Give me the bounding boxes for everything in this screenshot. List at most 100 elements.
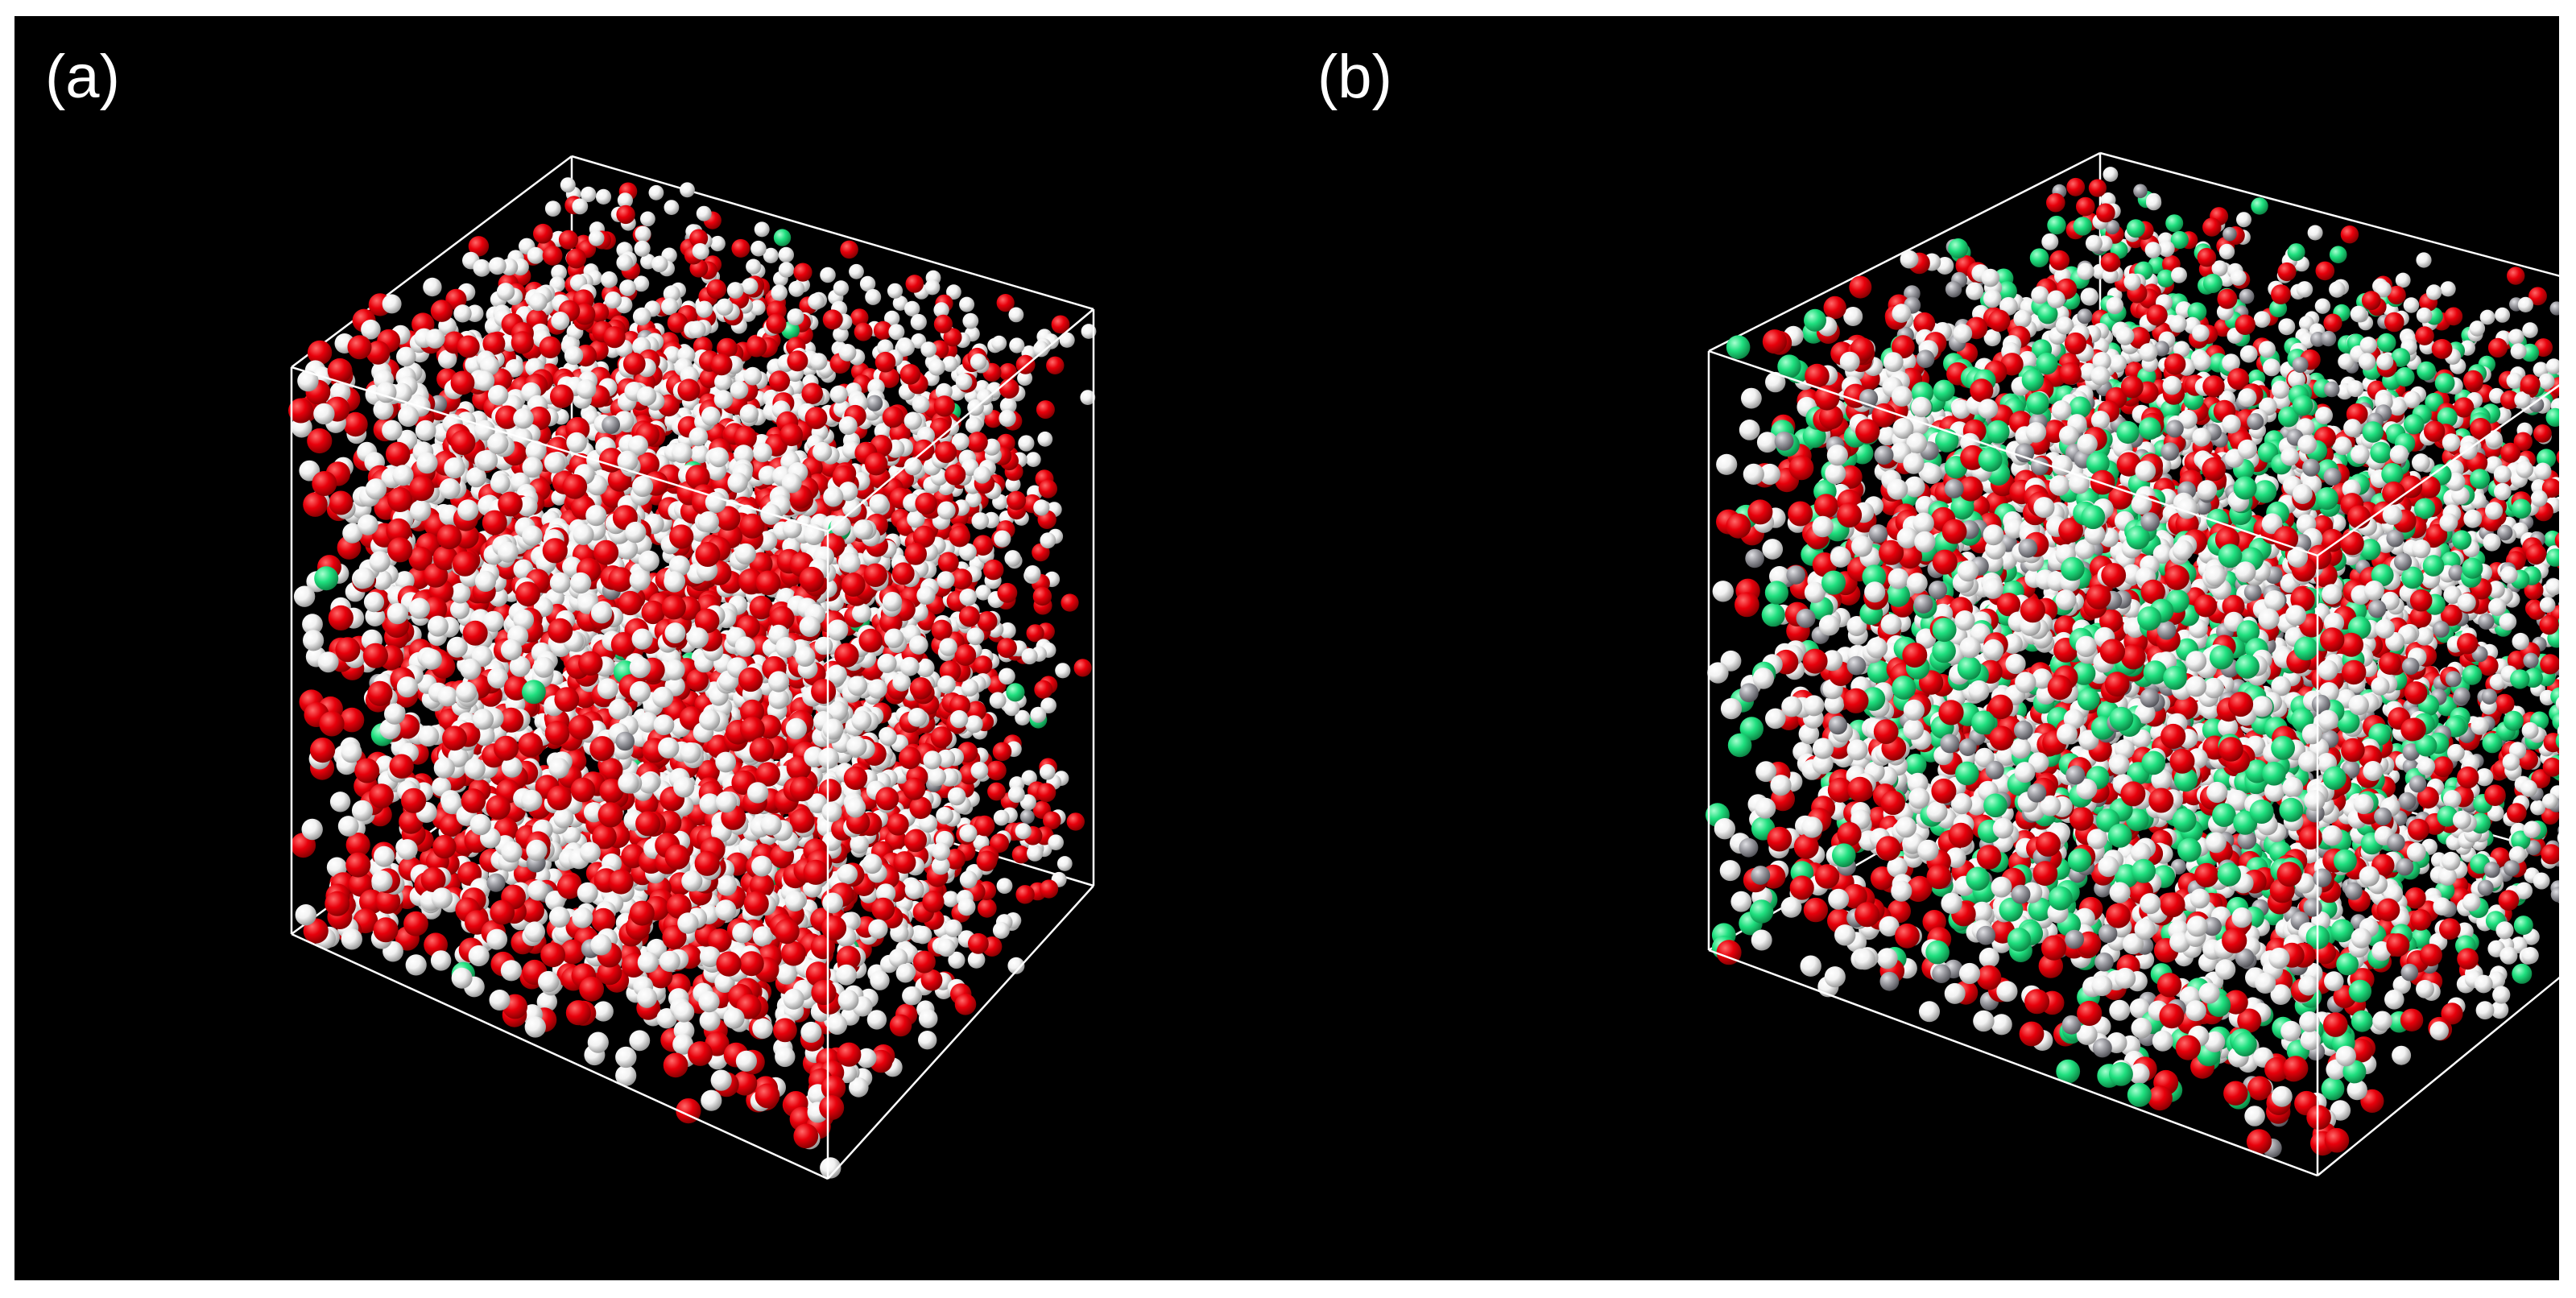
atom-hydrogen — [690, 444, 709, 464]
atom-oxygen — [1040, 879, 1059, 899]
atom-hydrogen — [1003, 700, 1020, 717]
atom-hydrogen — [826, 664, 847, 685]
atom-hydrogen — [317, 651, 339, 673]
atom-oxygen — [347, 335, 372, 360]
atom-oxygen — [385, 441, 411, 467]
atom-hydrogen — [653, 714, 675, 736]
atom-hydrogen — [1033, 499, 1050, 516]
atom-sodium — [615, 731, 635, 751]
atom-hydrogen — [545, 891, 565, 911]
atom-oxygen — [461, 788, 486, 813]
atom-hydrogen — [962, 312, 979, 329]
atom-hydrogen — [1017, 370, 1033, 387]
atom-hydrogen — [489, 990, 511, 1011]
atom-hydrogen — [752, 442, 773, 463]
atom-hydrogen — [937, 938, 956, 957]
atom-oxygen — [997, 638, 1017, 659]
atom-hydrogen — [1040, 697, 1056, 713]
atom-hydrogen — [730, 381, 749, 399]
atom-oxygen — [560, 939, 585, 965]
atom-hydrogen — [913, 925, 932, 945]
atom-hydrogen — [814, 636, 833, 655]
atom-oxygen — [1034, 680, 1053, 699]
atom-hydrogen — [788, 280, 805, 297]
atom-hydrogen — [696, 300, 713, 318]
atom-hydrogen — [672, 442, 693, 464]
atom-oxygen — [641, 600, 665, 625]
atom-oxygen — [558, 229, 579, 250]
atom-oxygen — [329, 490, 354, 515]
atom-hydrogen — [754, 221, 770, 238]
atom-oxygen — [770, 606, 795, 630]
atom-hydrogen — [473, 258, 491, 277]
atom-hydrogen — [866, 1010, 887, 1030]
atom-hydrogen — [617, 539, 639, 560]
atom-hydrogen — [716, 875, 738, 896]
atom-hydrogen — [965, 491, 982, 508]
atom-hydrogen — [827, 701, 848, 721]
atom-hydrogen — [937, 749, 956, 768]
atom-hydrogen — [1033, 341, 1049, 358]
atom-oxygen — [875, 351, 896, 373]
atom-hydrogen — [551, 264, 567, 281]
atom-sodium — [486, 873, 506, 892]
atom-hydrogen — [918, 1031, 937, 1050]
atom-hydrogen — [427, 615, 449, 637]
atom-hydrogen — [1007, 786, 1025, 803]
atom-hydrogen — [699, 946, 721, 968]
atom-hydrogen — [771, 284, 788, 301]
atom-hydrogen — [732, 922, 753, 944]
atom-oxygen — [843, 766, 868, 790]
atom-hydrogen — [446, 636, 468, 658]
atom-hydrogen — [437, 349, 457, 369]
atom-hydrogen — [1059, 332, 1075, 348]
atom-hydrogen — [999, 622, 1016, 639]
atom-hydrogen — [714, 373, 732, 391]
atom-hydrogen — [833, 280, 850, 296]
atom-oxygen — [766, 313, 787, 334]
atom-oxygen — [520, 899, 544, 923]
atom-hydrogen — [859, 275, 876, 292]
atom-hydrogen — [1040, 532, 1056, 549]
atom-hydrogen — [783, 988, 804, 1010]
atom-hydrogen — [496, 283, 515, 301]
atom-hydrogen — [838, 344, 857, 362]
atom-hydrogen — [501, 756, 523, 778]
atom-hydrogen — [564, 345, 584, 366]
atom-oxygen — [495, 405, 519, 429]
atom-oxygen — [439, 813, 463, 837]
atom-oxygen — [967, 432, 988, 453]
atom-oxygen — [749, 595, 773, 620]
atom-oxygen — [787, 350, 808, 372]
atom-oxygen — [686, 668, 709, 692]
atom-hydrogen — [846, 736, 867, 757]
atom-oxygen — [935, 441, 957, 463]
atom-hydrogen — [973, 465, 991, 484]
atom-hydrogen — [357, 514, 378, 535]
atom-hydrogen — [809, 353, 828, 370]
atom-oxygen — [891, 562, 915, 585]
atom-hydrogen — [713, 390, 734, 409]
atom-oxygen — [840, 240, 858, 259]
atom-hydrogen — [821, 801, 842, 822]
atom-hydrogen — [991, 335, 1007, 351]
atom-hydrogen — [782, 519, 802, 539]
atom-hydrogen — [715, 751, 737, 773]
atom-hydrogen — [425, 329, 445, 349]
atom-oxygen — [468, 236, 490, 257]
atom-oxygen — [688, 1041, 713, 1066]
atom-hydrogen — [827, 619, 849, 641]
atom-oxygen — [974, 815, 995, 837]
atom-hydrogen — [829, 385, 848, 403]
atom-oxygen — [909, 796, 932, 820]
atom-hydrogen — [302, 614, 323, 635]
atom-hydrogen — [948, 951, 965, 969]
atom-sodium — [1019, 809, 1035, 825]
atom-oxygen — [345, 833, 370, 858]
atom-hydrogen — [1027, 845, 1044, 862]
atom-hydrogen — [884, 310, 900, 327]
atom-oxygen — [498, 491, 523, 517]
atom-oxygen — [912, 525, 936, 548]
atom-chloride — [1006, 683, 1025, 702]
atom-hydrogen — [856, 1048, 877, 1069]
